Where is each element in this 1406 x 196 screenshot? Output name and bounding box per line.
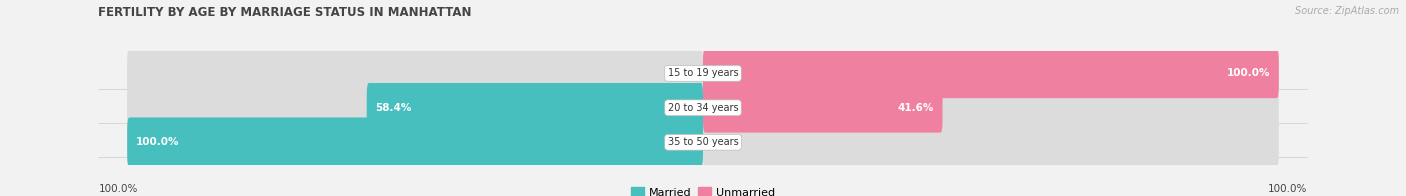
FancyBboxPatch shape — [703, 49, 1279, 98]
FancyBboxPatch shape — [703, 83, 942, 133]
FancyBboxPatch shape — [127, 49, 703, 98]
Text: Source: ZipAtlas.com: Source: ZipAtlas.com — [1295, 6, 1399, 16]
Text: 100.0%: 100.0% — [1268, 184, 1308, 194]
Bar — [127, 58, 703, 89]
FancyBboxPatch shape — [703, 83, 1279, 133]
Bar — [127, 93, 703, 123]
Text: 20 to 34 years: 20 to 34 years — [668, 103, 738, 113]
Text: 58.4%: 58.4% — [375, 103, 412, 113]
Text: 0.0%: 0.0% — [668, 68, 695, 78]
FancyBboxPatch shape — [703, 117, 1279, 167]
Text: 35 to 50 years: 35 to 50 years — [668, 137, 738, 147]
Bar — [127, 127, 703, 157]
Text: 15 to 19 years: 15 to 19 years — [668, 68, 738, 78]
Legend: Married, Unmarried: Married, Unmarried — [627, 183, 779, 196]
FancyBboxPatch shape — [367, 83, 703, 133]
Text: 41.6%: 41.6% — [897, 103, 934, 113]
Text: FERTILITY BY AGE BY MARRIAGE STATUS IN MANHATTAN: FERTILITY BY AGE BY MARRIAGE STATUS IN M… — [98, 6, 472, 19]
Text: 0.0%: 0.0% — [711, 137, 738, 147]
FancyBboxPatch shape — [127, 117, 703, 167]
FancyBboxPatch shape — [703, 49, 1279, 98]
FancyBboxPatch shape — [127, 83, 703, 133]
Text: 100.0%: 100.0% — [98, 184, 138, 194]
Text: 100.0%: 100.0% — [1226, 68, 1270, 78]
Text: 100.0%: 100.0% — [136, 137, 180, 147]
FancyBboxPatch shape — [127, 117, 703, 167]
